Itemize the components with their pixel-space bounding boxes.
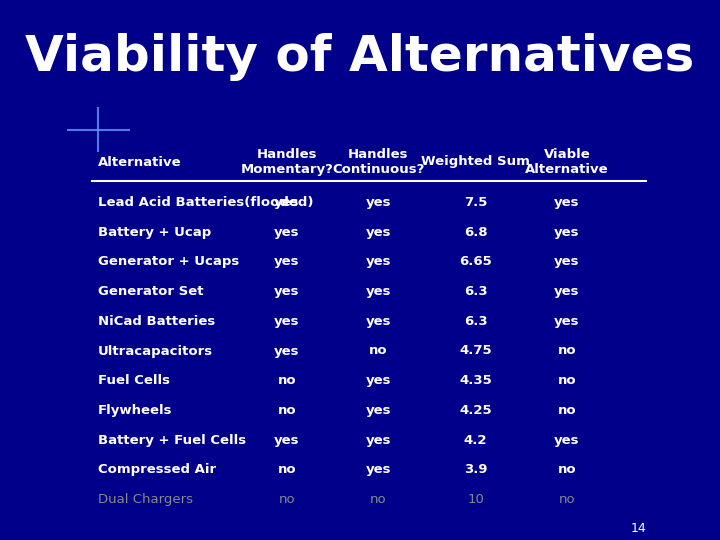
Text: NiCad Batteries: NiCad Batteries xyxy=(98,315,215,328)
Text: yes: yes xyxy=(274,196,300,209)
Text: 6.8: 6.8 xyxy=(464,226,487,239)
Text: 4.35: 4.35 xyxy=(459,374,492,387)
Text: no: no xyxy=(558,374,576,387)
Text: yes: yes xyxy=(274,255,300,268)
Text: yes: yes xyxy=(554,315,580,328)
Text: 4.25: 4.25 xyxy=(459,404,492,417)
Text: yes: yes xyxy=(366,434,391,447)
Text: no: no xyxy=(278,463,296,476)
Text: no: no xyxy=(369,345,387,357)
Text: Ultracapacitors: Ultracapacitors xyxy=(98,345,213,357)
Text: yes: yes xyxy=(274,315,300,328)
Text: 10: 10 xyxy=(467,493,484,506)
Text: Compressed Air: Compressed Air xyxy=(98,463,217,476)
Text: 14: 14 xyxy=(631,522,646,535)
Text: yes: yes xyxy=(554,196,580,209)
Text: Dual Chargers: Dual Chargers xyxy=(98,493,193,506)
Text: Flywheels: Flywheels xyxy=(98,404,173,417)
Text: yes: yes xyxy=(274,226,300,239)
Text: yes: yes xyxy=(366,255,391,268)
Text: 4.2: 4.2 xyxy=(464,434,487,447)
Text: 6.3: 6.3 xyxy=(464,285,487,298)
Text: yes: yes xyxy=(366,463,391,476)
Text: no: no xyxy=(558,463,576,476)
Text: no: no xyxy=(558,404,576,417)
Text: yes: yes xyxy=(274,285,300,298)
Text: Handles
Momentary?: Handles Momentary? xyxy=(240,148,333,176)
Text: yes: yes xyxy=(554,255,580,268)
Text: yes: yes xyxy=(274,345,300,357)
Text: Viable
Alternative: Viable Alternative xyxy=(525,148,609,176)
Text: 6.3: 6.3 xyxy=(464,315,487,328)
Text: 3.9: 3.9 xyxy=(464,463,487,476)
Text: Fuel Cells: Fuel Cells xyxy=(98,374,170,387)
Text: yes: yes xyxy=(554,434,580,447)
Text: Generator + Ucaps: Generator + Ucaps xyxy=(98,255,240,268)
Text: yes: yes xyxy=(366,404,391,417)
Text: no: no xyxy=(370,493,387,506)
Text: no: no xyxy=(558,345,576,357)
Text: yes: yes xyxy=(554,226,580,239)
Text: yes: yes xyxy=(274,434,300,447)
Text: Battery + Ucap: Battery + Ucap xyxy=(98,226,212,239)
Text: Alternative: Alternative xyxy=(98,156,182,168)
Text: no: no xyxy=(278,404,296,417)
Text: no: no xyxy=(278,374,296,387)
Text: 6.65: 6.65 xyxy=(459,255,492,268)
Text: Viability of Alternatives: Viability of Alternatives xyxy=(25,33,695,80)
Text: 4.75: 4.75 xyxy=(459,345,492,357)
Text: yes: yes xyxy=(554,285,580,298)
Text: yes: yes xyxy=(366,285,391,298)
Text: yes: yes xyxy=(366,315,391,328)
Text: no: no xyxy=(279,493,295,506)
Text: Battery + Fuel Cells: Battery + Fuel Cells xyxy=(98,434,246,447)
Text: no: no xyxy=(559,493,575,506)
Text: yes: yes xyxy=(366,226,391,239)
Text: 7.5: 7.5 xyxy=(464,196,487,209)
Text: Lead Acid Batteries(flooded): Lead Acid Batteries(flooded) xyxy=(98,196,314,209)
Text: Generator Set: Generator Set xyxy=(98,285,204,298)
Text: yes: yes xyxy=(366,196,391,209)
Text: yes: yes xyxy=(366,374,391,387)
Text: Weighted Sum: Weighted Sum xyxy=(421,156,530,168)
Text: Handles
Continuous?: Handles Continuous? xyxy=(332,148,425,176)
